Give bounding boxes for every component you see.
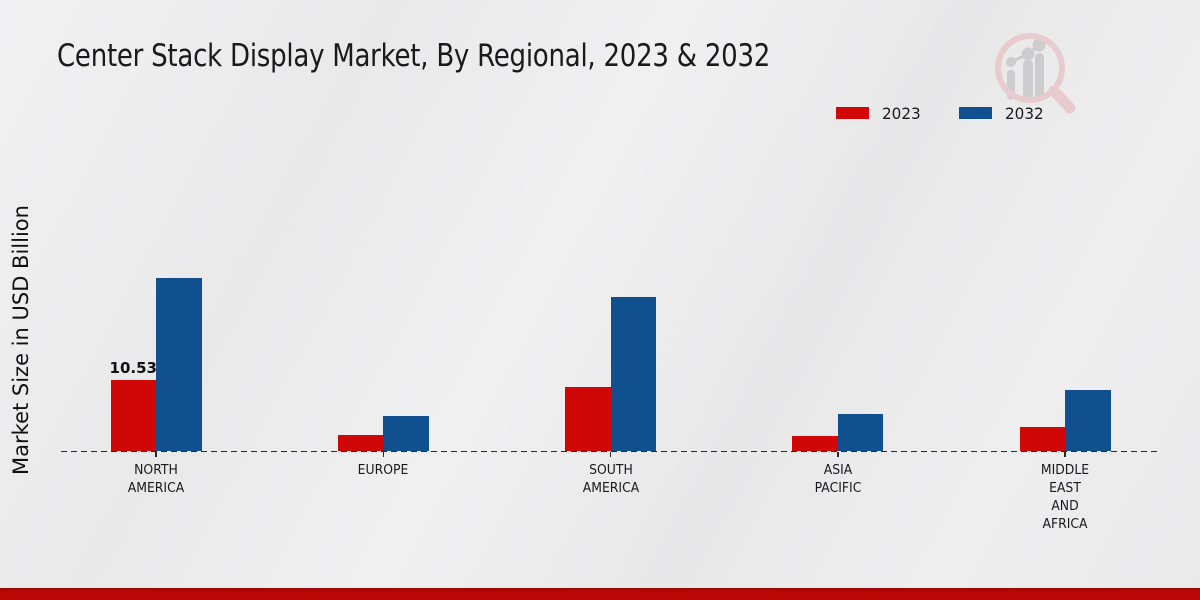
x-axis-tick (155, 451, 157, 457)
bar-2023-south-america (565, 386, 611, 452)
footer-accent-bar (0, 588, 1200, 600)
bar-2023-europe (337, 435, 384, 452)
legend-item-2032: 2032 (958, 103, 1046, 123)
legend-swatch-2023 (836, 107, 869, 119)
x-axis-label-europe: EUROPE (357, 462, 409, 478)
bar-2032-asia-pacific (837, 414, 884, 452)
x-axis-label-north-america: NORTH AMERICA (127, 462, 185, 496)
legend-label-2032: 2032 (1004, 103, 1044, 123)
bar-2032-middle-east-and-africa (1065, 390, 1111, 452)
bar-2023-north-america (110, 380, 156, 452)
bar-2023-middle-east-and-africa (1019, 426, 1065, 452)
bar-2032-south-america (610, 297, 656, 452)
x-axis-tick (1064, 451, 1066, 457)
x-axis-tick (609, 451, 612, 457)
legend-label-2023: 2023 (882, 103, 921, 123)
bar-2023-asia-pacific (792, 435, 838, 452)
x-axis-label-middle-east-and-africa: MIDDLE EAST AND AFRICA (1040, 462, 1090, 532)
legend-swatch-2032 (958, 107, 992, 119)
bar-chart-icon (1006, 38, 1046, 100)
y-axis-title: Market Size in USD Billion (9, 205, 33, 475)
x-axis-label-south-america: SOUTH AMERICA (582, 462, 639, 496)
bar-2032-north-america (156, 278, 202, 452)
bar-value-label: 10.53 (109, 359, 157, 377)
magnifier-icon (995, 33, 1076, 114)
x-axis-tick (837, 451, 839, 457)
legend: 2023 2032 (836, 103, 1045, 123)
magnifier-bar-chart-logo (995, 33, 1076, 114)
legend-item-2023: 2023 (836, 104, 923, 123)
x-axis-label-asia-pacific: ASIA PACIFIC (814, 462, 862, 496)
bar-2032-europe (383, 416, 429, 452)
x-axis-line (61, 450, 1157, 453)
chart-title: Center Stack Display Market, By Regional… (57, 38, 771, 74)
x-axis-tick (382, 451, 384, 457)
